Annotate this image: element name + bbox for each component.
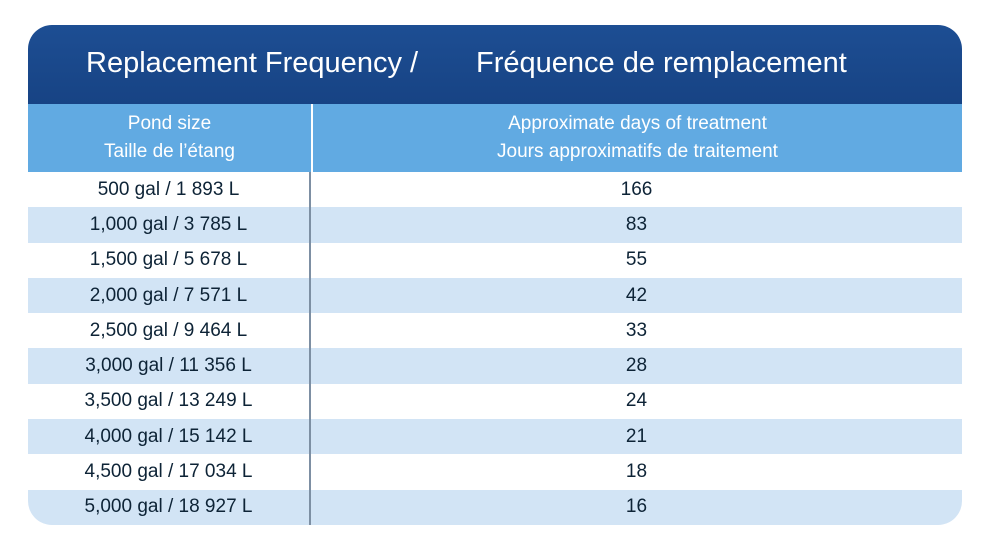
pond-size-cell: 1,000 gal / 3 785 L (28, 207, 311, 243)
table-row: 4,500 gal / 17 034 L 18 (28, 454, 962, 490)
pond-size-header-french: Taille de l’étang (104, 141, 235, 162)
days-header-english: Approximate days of treatment (508, 113, 767, 134)
replacement-frequency-table: Replacement Frequency / Fréquence de rem… (28, 25, 962, 525)
pond-size-cell: 4,000 gal / 15 142 L (28, 419, 311, 455)
days-header-french: Jours approximatifs de traitement (497, 141, 778, 162)
pond-size-cell: 4,500 gal / 17 034 L (28, 454, 311, 490)
pond-size-cell: 500 gal / 1 893 L (28, 172, 311, 208)
table-row: 2,500 gal / 9 464 L 33 (28, 313, 962, 349)
days-header: Approximate days of treatment Jours appr… (313, 104, 962, 172)
table-row: 3,000 gal / 11 356 L 28 (28, 348, 962, 384)
pond-size-cell: 3,500 gal / 13 249 L (28, 383, 311, 420)
table-row: 2,000 gal / 7 571 L 42 (28, 277, 962, 314)
days-cell: 83 (625, 213, 648, 235)
pond-size-cell: 5,000 gal / 18 927 L (28, 489, 311, 525)
days-cell: 16 (625, 496, 648, 518)
column-header-row: Pond size Taille de l’étang Approximate … (28, 104, 962, 172)
days-cell: 24 (625, 390, 648, 412)
table-row: 4,000 gal / 15 142 L 21 (28, 419, 962, 455)
table-body: 500 gal / 1 893 L 166 1,000 gal / 3 785 … (28, 172, 962, 525)
pond-size-header-english: Pond size (127, 113, 212, 134)
table-row: 5,000 gal / 18 927 L 16 (28, 489, 962, 525)
pond-size-cell: 2,000 gal / 7 571 L (28, 277, 311, 314)
pond-size-header: Pond size Taille de l’étang (28, 104, 313, 172)
table-row: 1,000 gal / 3 785 L 83 (28, 207, 962, 243)
days-cell: 21 (625, 425, 648, 447)
pond-size-cell: 1,500 gal / 5 678 L (28, 242, 311, 278)
table-row: 1,500 gal / 5 678 L 55 (28, 242, 962, 278)
title-french: Fréquence de remplacement (476, 47, 847, 79)
days-cell: 55 (625, 249, 648, 271)
title-english: Replacement Frequency / (86, 47, 419, 79)
days-cell: 42 (625, 284, 648, 306)
days-cell: 28 (625, 355, 648, 377)
pond-size-cell: 3,000 gal / 11 356 L (28, 348, 311, 384)
days-cell: 166 (620, 178, 653, 200)
pond-size-cell: 2,500 gal / 9 464 L (28, 313, 311, 349)
table-title-bar: Replacement Frequency / Fréquence de rem… (28, 25, 962, 104)
days-cell: 33 (625, 319, 648, 341)
table-row: 500 gal / 1 893 L 166 (28, 172, 962, 208)
table-row: 3,500 gal / 13 249 L 24 (28, 383, 962, 420)
days-cell: 18 (625, 461, 648, 483)
